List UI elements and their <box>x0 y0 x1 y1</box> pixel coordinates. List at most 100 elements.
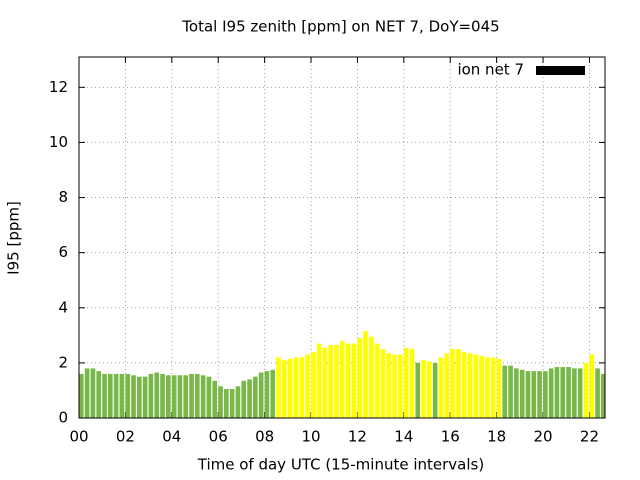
bar <box>467 353 473 418</box>
bar <box>282 360 287 418</box>
bar <box>131 375 136 418</box>
bar <box>485 357 490 418</box>
x-tick-label: 08 <box>255 428 274 446</box>
bar <box>270 369 276 418</box>
x-tick-label: 22 <box>580 428 599 446</box>
bar <box>102 373 107 418</box>
bar <box>183 375 189 418</box>
bar <box>490 357 496 418</box>
x-tick-label: 16 <box>441 428 460 446</box>
bar <box>108 373 113 418</box>
bar <box>351 343 357 418</box>
bar <box>496 358 502 418</box>
bar <box>340 340 345 418</box>
bar <box>206 376 212 418</box>
bar <box>154 372 160 418</box>
x-tick-label: 06 <box>209 428 228 446</box>
x-tick-label: 04 <box>162 428 181 446</box>
bar <box>531 371 537 418</box>
bar <box>137 376 142 418</box>
bar <box>583 362 589 418</box>
bar <box>113 373 119 418</box>
bar <box>398 354 403 418</box>
bar <box>125 373 131 418</box>
bar <box>548 368 554 418</box>
bar <box>166 375 171 418</box>
bar <box>369 336 374 418</box>
bar <box>345 343 351 418</box>
bar <box>142 376 148 418</box>
bar <box>200 375 206 418</box>
bar <box>293 357 299 418</box>
bar <box>479 355 484 418</box>
bar <box>502 365 508 418</box>
bar <box>601 373 605 418</box>
bar <box>212 380 218 418</box>
y-axis-label: I95 [ppm] <box>5 201 23 275</box>
bar <box>171 375 177 418</box>
x-tick-label: 20 <box>534 428 553 446</box>
bar <box>380 349 386 418</box>
x-tick-label: 02 <box>116 428 135 446</box>
bar <box>235 386 241 418</box>
bar <box>554 367 560 418</box>
bar <box>438 357 444 418</box>
bar <box>322 347 328 418</box>
bar <box>264 371 270 418</box>
bar <box>560 367 566 418</box>
y-tick-label: 6 <box>58 243 68 261</box>
bar <box>276 357 281 418</box>
bar <box>595 368 600 418</box>
bar <box>537 371 542 418</box>
bar <box>287 358 293 418</box>
bar <box>386 353 392 418</box>
bar <box>473 354 479 418</box>
bar <box>241 380 247 418</box>
bar <box>224 389 229 418</box>
bar <box>403 347 409 418</box>
bar <box>177 375 183 418</box>
bar <box>189 373 194 418</box>
bar <box>519 369 525 418</box>
bar <box>311 351 316 418</box>
bar <box>247 379 252 418</box>
x-axis-label: Time of day UTC (15-minute intervals) <box>197 456 484 474</box>
bar <box>96 371 102 418</box>
y-tick-label: 0 <box>58 409 68 427</box>
chart-title: Total I95 zenith [ppm] on NET 7, DoY=045 <box>181 18 499 36</box>
y-tick-label: 2 <box>58 353 68 371</box>
bar <box>543 371 548 418</box>
bar <box>229 389 235 418</box>
bar <box>218 386 223 418</box>
y-tick-label: 12 <box>49 78 68 96</box>
y-tick-label: 10 <box>49 133 68 151</box>
bar <box>444 353 450 418</box>
bar <box>334 344 339 418</box>
bar <box>572 368 577 418</box>
bar <box>409 349 415 418</box>
bar <box>374 343 380 418</box>
bar <box>316 343 322 418</box>
bar <box>148 373 154 418</box>
x-tick-label: 14 <box>394 428 413 446</box>
x-tick-label: 00 <box>69 428 88 446</box>
y-tick-label: 4 <box>58 298 68 316</box>
bar <box>525 371 531 418</box>
bar <box>305 354 310 418</box>
bar <box>577 368 583 418</box>
bar <box>427 361 432 418</box>
bar <box>432 362 438 418</box>
bar <box>357 338 363 418</box>
x-tick-label: 12 <box>348 428 367 446</box>
bar <box>119 373 125 418</box>
y-tick-label: 8 <box>58 188 68 206</box>
bar <box>461 351 467 418</box>
bar <box>450 349 455 418</box>
plot-border <box>78 56 606 419</box>
bar <box>415 362 421 418</box>
bar <box>363 331 368 418</box>
legend-swatch <box>536 66 585 75</box>
bar <box>508 365 513 418</box>
bar <box>258 372 264 418</box>
